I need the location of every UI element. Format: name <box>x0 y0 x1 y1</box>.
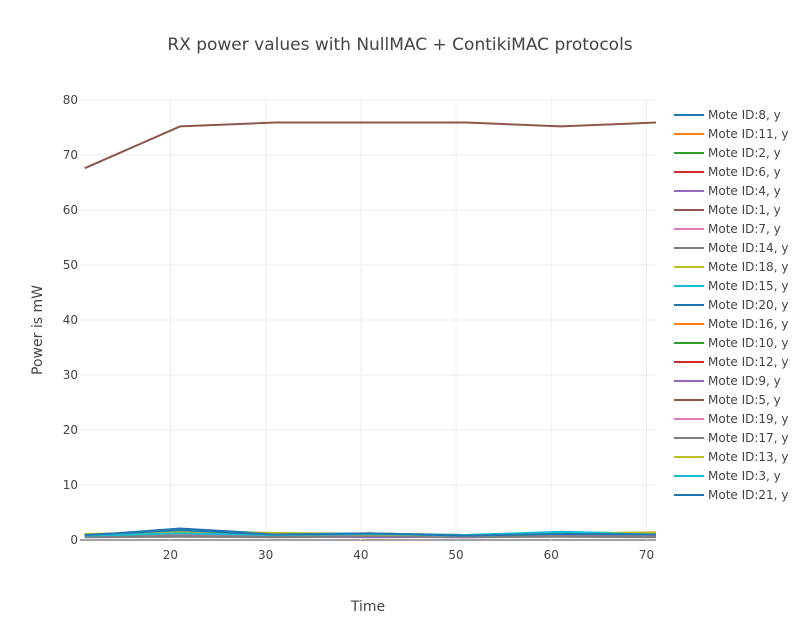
x-tick-label: 60 <box>544 548 559 562</box>
y-tick-label: 30 <box>63 368 78 382</box>
legend-item[interactable]: Mote ID:2, y <box>674 146 781 160</box>
legend-label: Mote ID:21, y <box>708 488 788 502</box>
legend-item[interactable]: Mote ID:19, y <box>674 412 788 426</box>
series-line-17 <box>84 535 656 538</box>
legend-label: Mote ID:1, y <box>708 203 781 217</box>
y-tick-label: 70 <box>63 148 78 162</box>
legend-item[interactable]: Mote ID:17, y <box>674 431 788 445</box>
legend-label: Mote ID:6, y <box>708 165 781 179</box>
x-tick-label: 70 <box>639 548 654 562</box>
legend-item[interactable]: Mote ID:8, y <box>674 108 781 122</box>
chart-title: RX power values with NullMAC + ContikiMA… <box>167 35 632 55</box>
legend-item[interactable]: Mote ID:9, y <box>674 374 781 388</box>
legend-label: Mote ID:3, y <box>708 469 781 483</box>
legend-item[interactable]: Mote ID:6, y <box>674 165 781 179</box>
legend-label: Mote ID:13, y <box>708 450 788 464</box>
legend-item[interactable]: Mote ID:3, y <box>674 469 781 483</box>
legend-item[interactable]: Mote ID:1, y <box>674 203 781 217</box>
legend-label: Mote ID:5, y <box>708 393 781 407</box>
legend-label: Mote ID:15, y <box>708 279 788 293</box>
grid-layer <box>80 99 656 541</box>
legend-item[interactable]: Mote ID:16, y <box>674 317 788 331</box>
series-line-5 <box>84 121 656 170</box>
legend-item[interactable]: Mote ID:5, y <box>674 393 781 407</box>
legend-label: Mote ID:9, y <box>708 374 781 388</box>
legend-label: Mote ID:11, y <box>708 127 788 141</box>
legend-label: Mote ID:12, y <box>708 355 788 369</box>
legend-label: Mote ID:19, y <box>708 412 788 426</box>
x-tick-label: 50 <box>448 548 463 562</box>
legend-label: Mote ID:7, y <box>708 222 781 236</box>
legend-item[interactable]: Mote ID:12, y <box>674 355 788 369</box>
legend-label: Mote ID:20, y <box>708 298 788 312</box>
y-tick-label: 80 <box>63 93 78 107</box>
x-axis-title: Time <box>350 599 385 615</box>
y-tick-label: 20 <box>63 423 78 437</box>
x-tick-label: 40 <box>353 548 368 562</box>
legend: Mote ID:8, y Mote ID:11, y Mote ID:2, y Mot… <box>674 108 788 502</box>
x-tick-label: 20 <box>163 548 178 562</box>
legend-label: Mote ID:17, y <box>708 431 788 445</box>
legend-item[interactable]: Mote ID:18, y <box>674 260 788 274</box>
series-line-20 <box>84 529 656 537</box>
legend-label: Mote ID:18, y <box>708 260 788 274</box>
y-axis-title: Power is mW <box>30 285 46 375</box>
x-tick-label: 30 <box>258 548 273 562</box>
legend-label: Mote ID:10, y <box>708 336 788 350</box>
legend-item[interactable]: Mote ID:20, y <box>674 298 788 312</box>
legend-label: Mote ID:14, y <box>708 241 788 255</box>
y-tick-label: 50 <box>63 258 78 272</box>
legend-label: Mote ID:4, y <box>708 184 781 198</box>
legend-item[interactable]: Mote ID:7, y <box>674 222 781 236</box>
series-layer <box>84 121 656 539</box>
legend-item[interactable]: Mote ID:11, y <box>674 127 788 141</box>
legend-item[interactable]: Mote ID:14, y <box>674 241 788 255</box>
legend-item[interactable]: Mote ID:13, y <box>674 450 788 464</box>
legend-item[interactable]: Mote ID:15, y <box>674 279 788 293</box>
legend-label: Mote ID:8, y <box>708 108 781 122</box>
y-tick-label: 60 <box>63 203 78 217</box>
tick-layer: 0 10 20 30 40 50 60 70 80 20 30 40 50 60 70 <box>63 93 654 562</box>
legend-item[interactable]: Mote ID:4, y <box>674 184 781 198</box>
legend-label: Mote ID:2, y <box>708 146 781 160</box>
legend-label: Mote ID:16, y <box>708 317 788 331</box>
legend-item[interactable]: Mote ID:21, y <box>674 488 788 502</box>
y-tick-label: 10 <box>63 478 78 492</box>
y-tick-label: 40 <box>63 313 78 327</box>
y-tick-label: 0 <box>70 533 78 547</box>
legend-item[interactable]: Mote ID:10, y <box>674 336 788 350</box>
